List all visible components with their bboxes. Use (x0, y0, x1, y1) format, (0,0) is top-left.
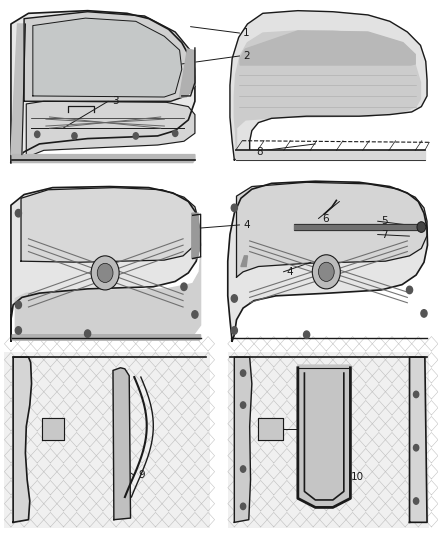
Circle shape (231, 327, 237, 334)
Circle shape (133, 133, 138, 139)
Text: 7: 7 (381, 230, 388, 239)
Circle shape (15, 327, 21, 334)
Polygon shape (410, 357, 427, 522)
Polygon shape (26, 101, 195, 161)
Text: 5: 5 (381, 216, 388, 226)
Polygon shape (4, 352, 210, 528)
Polygon shape (180, 49, 195, 97)
Circle shape (240, 402, 246, 408)
Polygon shape (236, 150, 425, 160)
Polygon shape (15, 256, 201, 340)
Polygon shape (240, 31, 415, 65)
Circle shape (91, 256, 119, 290)
Text: 4: 4 (287, 267, 293, 277)
Polygon shape (13, 357, 32, 522)
Polygon shape (33, 18, 182, 97)
Circle shape (85, 330, 91, 337)
Text: 1: 1 (243, 28, 250, 38)
Circle shape (413, 391, 419, 398)
Polygon shape (228, 352, 429, 528)
Circle shape (15, 301, 21, 309)
Circle shape (240, 466, 246, 472)
Circle shape (406, 286, 413, 294)
Polygon shape (24, 12, 195, 101)
Polygon shape (11, 187, 200, 341)
Polygon shape (237, 182, 427, 277)
Circle shape (231, 295, 237, 302)
Polygon shape (230, 11, 427, 160)
Text: 4: 4 (243, 220, 250, 230)
Polygon shape (42, 418, 64, 440)
Polygon shape (234, 31, 420, 157)
Circle shape (15, 209, 21, 217)
Polygon shape (12, 335, 201, 340)
Circle shape (72, 133, 77, 139)
Polygon shape (113, 368, 131, 520)
Polygon shape (241, 256, 247, 266)
Polygon shape (234, 357, 252, 522)
Text: 3: 3 (112, 96, 118, 106)
Circle shape (181, 283, 187, 290)
Text: 10: 10 (350, 472, 364, 482)
Circle shape (97, 263, 113, 282)
Polygon shape (21, 188, 198, 262)
Polygon shape (298, 365, 350, 507)
Circle shape (417, 222, 426, 232)
Circle shape (231, 204, 237, 212)
Circle shape (318, 262, 334, 281)
Polygon shape (11, 24, 25, 155)
Polygon shape (12, 155, 195, 163)
Text: 2: 2 (243, 51, 250, 61)
Polygon shape (228, 181, 427, 341)
Polygon shape (11, 11, 195, 163)
Circle shape (413, 445, 419, 451)
Circle shape (240, 503, 246, 510)
Circle shape (413, 498, 419, 504)
Circle shape (312, 255, 340, 289)
Text: 8: 8 (256, 147, 263, 157)
Text: 6: 6 (322, 214, 328, 223)
Circle shape (304, 331, 310, 338)
Circle shape (173, 130, 178, 136)
Polygon shape (192, 213, 201, 259)
Circle shape (35, 131, 40, 138)
Text: 9: 9 (138, 471, 145, 480)
Polygon shape (258, 418, 283, 440)
Circle shape (421, 310, 427, 317)
Circle shape (240, 370, 246, 376)
Polygon shape (294, 224, 420, 230)
Circle shape (192, 311, 198, 318)
